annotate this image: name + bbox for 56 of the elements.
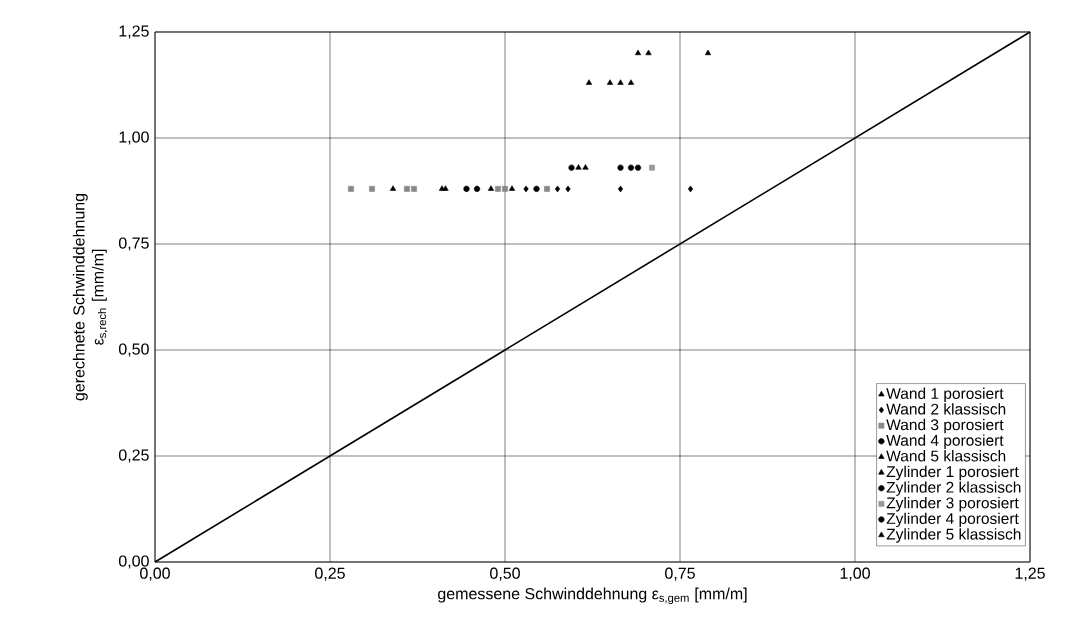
legend-label: Zylinder 2 klassisch (886, 481, 1021, 496)
point (649, 164, 655, 171)
legend-label: Wand 1 porosiert (886, 387, 1004, 403)
point (544, 185, 550, 192)
point (627, 164, 635, 171)
point (495, 185, 501, 192)
point (473, 185, 481, 192)
point (617, 164, 624, 171)
legend-label: Wand 4 porosiert (886, 434, 1004, 449)
x-tick-label: 0,25 (315, 567, 345, 581)
y-tick-label: 1,00 (119, 131, 149, 145)
y-tick-label: 0,50 (118, 343, 149, 357)
point (568, 164, 575, 171)
point (411, 185, 417, 192)
x-tick-label: 0,00 (140, 567, 170, 581)
legend-label: Wand 3 porosiert (886, 418, 1004, 434)
point (487, 185, 495, 191)
point (508, 185, 516, 191)
point (582, 164, 589, 170)
x-tick-label: 1,25 (1015, 567, 1045, 581)
point (704, 49, 712, 56)
y-tick-label: 0,25 (118, 449, 149, 463)
legend-label: Zylinder 4 porosiert (886, 512, 1019, 528)
point (634, 49, 642, 56)
point (442, 185, 449, 191)
point (369, 185, 375, 192)
x-tick-label: 0,50 (490, 567, 520, 581)
point (634, 164, 642, 171)
y-tick-label: 0,00 (118, 555, 149, 569)
point (617, 185, 624, 193)
point (502, 185, 508, 192)
legend-label: Zylinder 3 porosiert (886, 497, 1019, 512)
y-tick-label: 0,75 (118, 237, 149, 251)
point (533, 185, 540, 192)
legend-label: Wand 5 klassisch (886, 450, 1006, 462)
point (463, 185, 470, 192)
point (404, 185, 410, 192)
point (554, 185, 561, 193)
point (606, 79, 614, 85)
point (617, 79, 624, 85)
point (389, 185, 397, 191)
x-tick-label: 0,75 (665, 567, 695, 581)
legend-label: Wand 2 klassisch (886, 403, 1006, 415)
point (348, 185, 354, 192)
point (627, 79, 635, 85)
point (575, 164, 582, 170)
point (645, 49, 652, 56)
point (585, 79, 593, 85)
point (565, 185, 571, 193)
x-axis-title: gemessene Schwinddehnung ε$_{s,gem}$ [mm/m] (438, 587, 747, 605)
x-tick-label: 1,00 (840, 567, 870, 581)
legend-label: Zylinder 5 klassisch (886, 528, 1021, 543)
legend-label: Zylinder 1 porosiert (886, 465, 1019, 481)
point (523, 185, 529, 193)
y-tick-label: 1,25 (119, 25, 149, 39)
point (687, 185, 694, 193)
